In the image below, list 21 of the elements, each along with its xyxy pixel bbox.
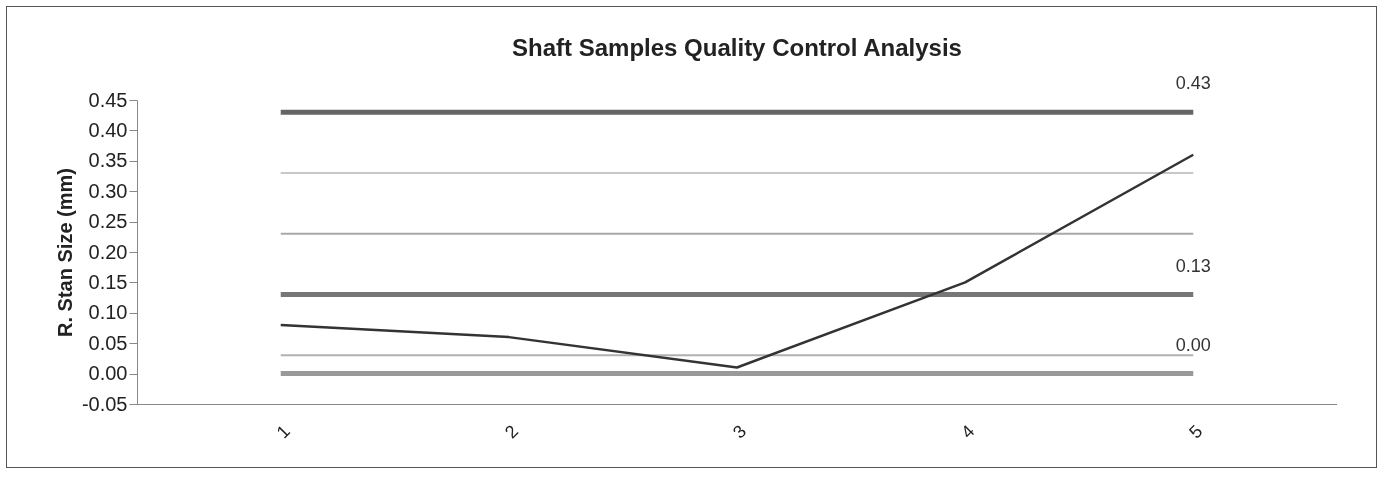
y-tick-label: 0.05 (88, 331, 128, 354)
y-tick-label: 0.20 (88, 240, 128, 263)
x-tick-label: 5 (1185, 421, 1207, 443)
y-tick-label: 0.40 (88, 118, 128, 141)
chart-title: Shaft Samples Quality Control Analysis (512, 34, 962, 62)
x-tick-label: 1 (272, 421, 294, 443)
y-tick-label: 0.00 (88, 362, 128, 385)
y-tick-label: -0.05 (81, 392, 128, 415)
ref-line-label: 0.00 (1175, 334, 1211, 355)
x-tick-label: 4 (957, 421, 979, 443)
y-tick-label: 0.45 (88, 88, 128, 111)
y-tick-label: 0.35 (88, 149, 128, 172)
ref-line-label: 0.43 (1175, 73, 1211, 94)
x-tick-label: 2 (500, 421, 523, 443)
y-tick-label: 0.25 (88, 210, 128, 233)
y-tick-label: 0.10 (88, 301, 128, 324)
y-axis-title: R. Stan Size (mm) (53, 168, 76, 337)
x-tick-label: 3 (729, 421, 751, 443)
y-tick-label: 0.15 (88, 270, 128, 293)
y-tick-label: 0.30 (88, 179, 128, 202)
ref-line-label: 0.13 (1175, 255, 1211, 276)
